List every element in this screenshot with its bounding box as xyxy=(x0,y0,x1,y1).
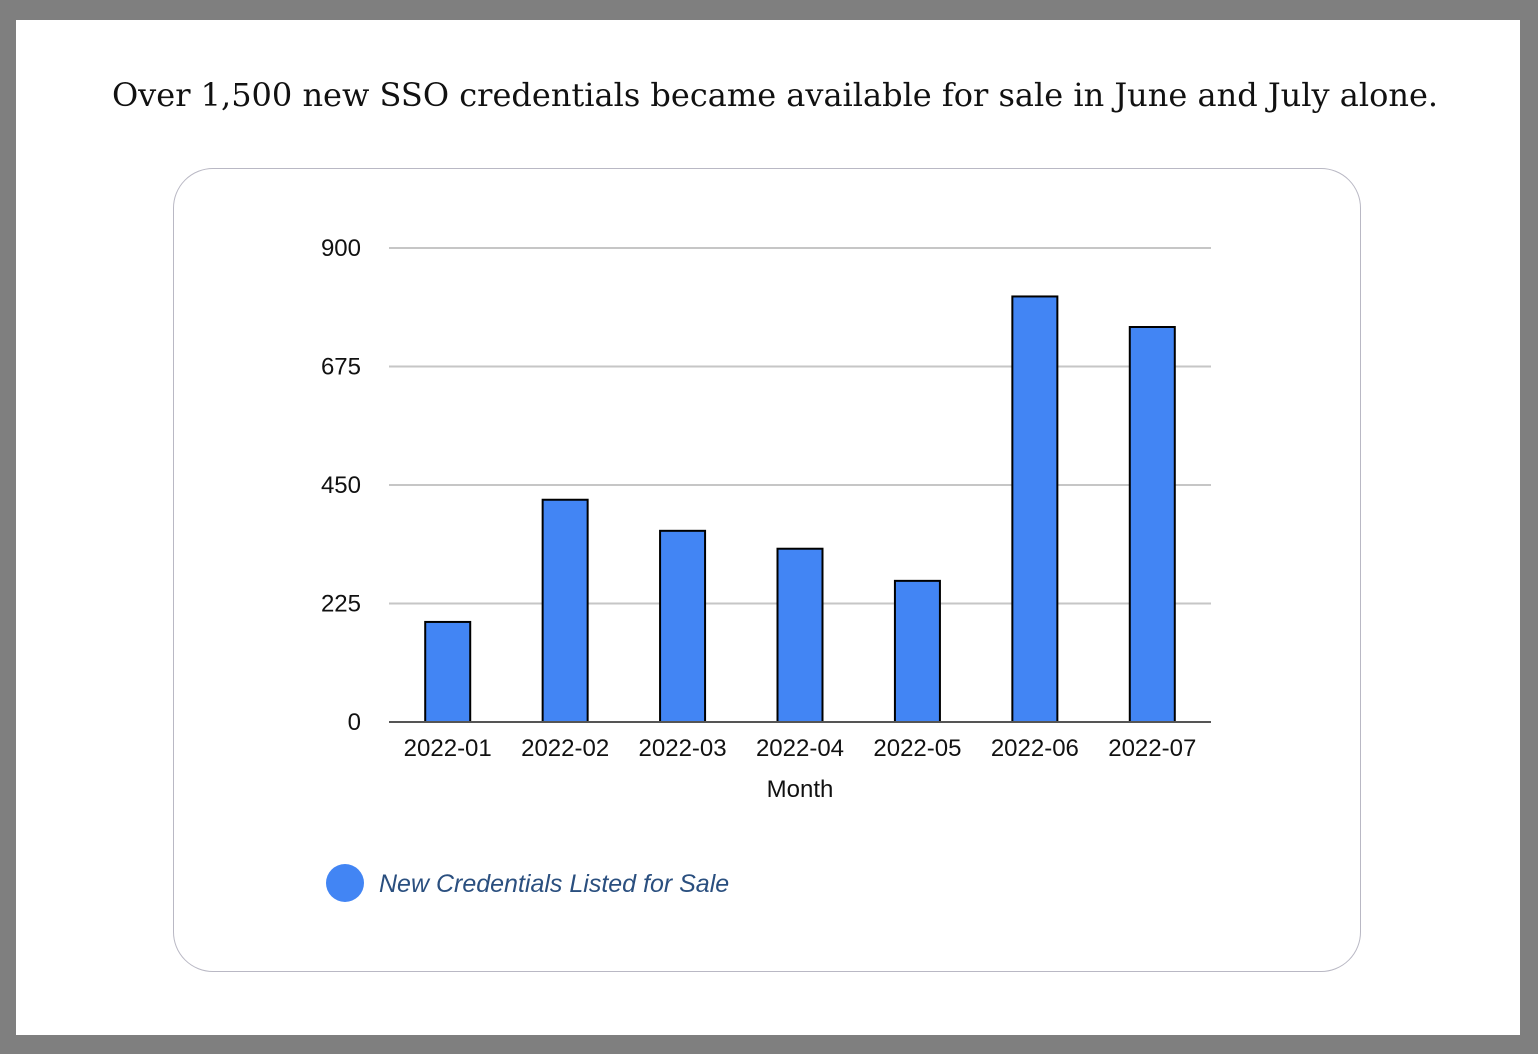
bar-2022-07 xyxy=(1128,326,1176,723)
page: Over 1,500 new SSO credentials became av… xyxy=(16,20,1520,1035)
x-tick-label: 2022-07 xyxy=(1108,735,1196,762)
y-tick-label: 0 xyxy=(348,709,361,736)
legend-label: New Credentials Listed for Sale xyxy=(379,870,729,898)
bar-2022-01 xyxy=(424,620,472,723)
y-tick-label: 900 xyxy=(321,235,361,262)
x-tick-label: 2022-03 xyxy=(639,735,727,762)
x-tick-label: 2022-06 xyxy=(991,735,1079,762)
bar-2022-04 xyxy=(776,547,824,723)
x-tick-label: 2022-05 xyxy=(873,735,961,762)
x-axis-ticks: 2022-01 2022-02 2022-03 2022-04 2022-05 2022-… xyxy=(404,735,1197,762)
chart-card: 0 225 450 675 900 2022-01 2022-02 2022-03 2022-… xyxy=(173,168,1361,972)
y-tick-label: 225 xyxy=(321,591,361,618)
x-tick-label: 2022-02 xyxy=(521,735,609,762)
y-axis-ticks: 0 225 450 675 900 xyxy=(321,235,361,736)
bar-2022-03 xyxy=(659,529,707,723)
headline: Over 1,500 new SSO credentials became av… xyxy=(111,76,1439,114)
bar-2022-02 xyxy=(541,498,589,723)
legend: New Credentials Listed for Sale xyxy=(326,864,729,902)
bar-2022-05 xyxy=(893,579,941,723)
legend-swatch xyxy=(326,864,364,902)
x-axis-label: Month xyxy=(767,776,834,803)
x-tick-label: 2022-01 xyxy=(404,735,492,762)
x-tick-label: 2022-04 xyxy=(756,735,844,762)
bar-2022-06 xyxy=(1011,295,1059,723)
bars xyxy=(424,295,1176,723)
y-tick-label: 450 xyxy=(321,472,361,499)
y-tick-label: 675 xyxy=(321,354,361,381)
